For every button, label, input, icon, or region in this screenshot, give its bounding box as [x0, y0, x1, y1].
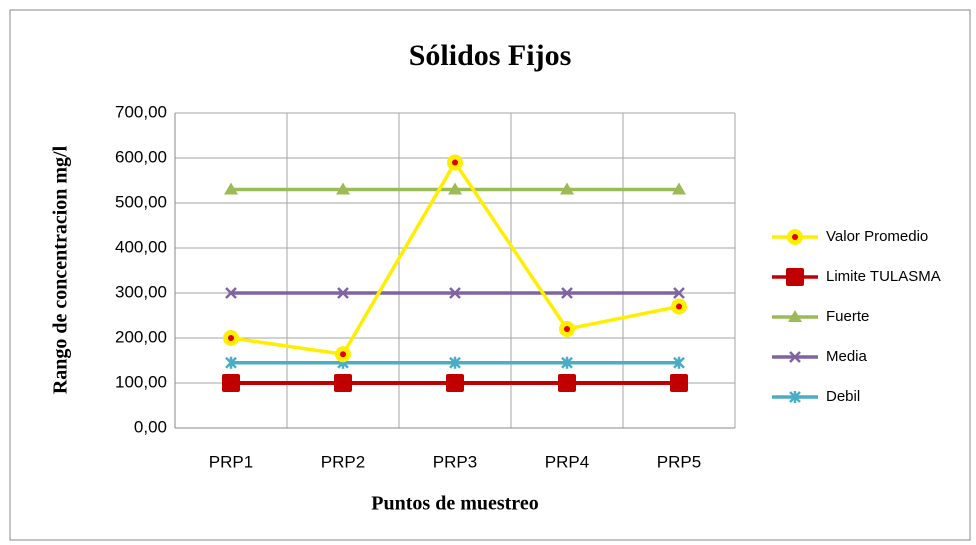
- x-tick-label: PRP1: [209, 452, 253, 471]
- data-point: [670, 374, 688, 392]
- legend-label: Fuerte: [826, 308, 869, 325]
- chart-border: [9, 9, 971, 541]
- data-point: [673, 287, 685, 299]
- marker-dot: [340, 351, 346, 358]
- legend-label: Valor Promedio: [826, 228, 928, 245]
- data-point: [224, 182, 238, 195]
- x-tick-label: PRP5: [657, 452, 701, 471]
- data-point: [672, 182, 686, 195]
- data-point: [558, 374, 576, 392]
- y-axis-label: Rango de concentracion mg/l: [50, 145, 72, 394]
- data-point: [561, 287, 573, 299]
- y-tick-label: 0,00: [134, 417, 167, 436]
- data-point: [671, 298, 687, 315]
- data-point: [561, 356, 573, 369]
- data-point: [222, 374, 240, 392]
- marker-dot: [792, 234, 798, 240]
- marker-dot: [676, 303, 682, 310]
- legend-marker: [786, 268, 804, 286]
- data-point: [335, 346, 351, 363]
- data-point: [559, 321, 575, 337]
- data-point: [225, 356, 237, 369]
- legend-marker: [788, 310, 802, 322]
- legend-label: Debil: [826, 388, 860, 405]
- data-point: [337, 287, 349, 299]
- data-point: [447, 154, 463, 171]
- y-tick-label: 100,00: [115, 372, 167, 391]
- y-tick-label: 200,00: [115, 327, 167, 346]
- data-point: [560, 182, 574, 195]
- legend-marker: [787, 229, 803, 245]
- legend-marker: [789, 351, 801, 363]
- data-point: [449, 356, 461, 369]
- data-point: [336, 182, 350, 195]
- chart-title: Sólidos Fijos: [409, 39, 572, 72]
- x-tick-label: PRP4: [545, 452, 589, 471]
- y-tick-label: 700,00: [115, 102, 167, 121]
- data-point: [673, 356, 685, 369]
- data-point: [225, 287, 237, 299]
- y-tick-label: 600,00: [115, 147, 167, 166]
- legend-label: Limite TULASMA: [826, 268, 941, 285]
- data-point: [334, 374, 352, 392]
- x-tick-label: PRP2: [321, 452, 365, 471]
- legend-marker: [789, 391, 801, 403]
- marker-dot: [228, 335, 234, 341]
- marker-dot: [564, 326, 570, 332]
- marker-dot: [452, 159, 458, 166]
- legend-label: Media: [826, 348, 868, 365]
- y-tick-label: 500,00: [115, 192, 167, 211]
- x-axis-label: Puntos de muestreo: [371, 493, 538, 515]
- data-point: [448, 182, 462, 195]
- data-point: [446, 374, 464, 392]
- x-tick-label: PRP3: [433, 452, 477, 471]
- y-tick-label: 300,00: [115, 282, 167, 301]
- data-point: [449, 287, 461, 299]
- y-tick-label: 400,00: [115, 237, 167, 256]
- data-point: [223, 330, 239, 346]
